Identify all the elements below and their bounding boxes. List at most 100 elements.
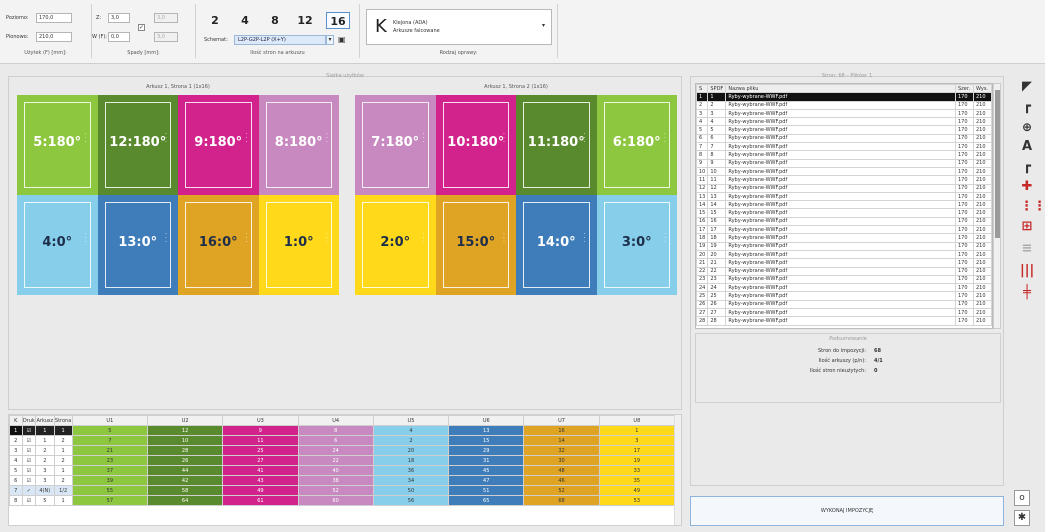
bleed-w-input[interactable]: 0,0: [108, 32, 130, 42]
files-column-header[interactable]: Nazwa pliku: [725, 84, 956, 94]
pages-16-button[interactable]: 16: [326, 12, 350, 29]
files-column-header[interactable]: SPDF: [707, 84, 727, 94]
page-tile[interactable]: 16:0° · · ·: [178, 195, 259, 295]
list-item[interactable]: 8 8 Ryby-wybrane-WWF.pdf 170 210: [696, 150, 992, 160]
settings-icon[interactable]: ✱: [1014, 510, 1030, 526]
list-item[interactable]: 2 2 Ryby-wybrane-WWF.pdf 170 210: [696, 100, 992, 110]
list-item[interactable]: 24 24 Ryby-wybrane-WWF.pdf 170 210: [696, 283, 992, 293]
table-row[interactable]: 7 ✓ 4(N) 1/2 55 58 49 52 50 51 52 49: [9, 485, 676, 496]
table-row[interactable]: 6 ☑ 3 2 39 42 43 38 34 47 46 35: [9, 475, 676, 486]
list-item[interactable]: 19 19 Ryby-wybrane-WWF.pdf 170 210: [696, 241, 992, 251]
table-cell[interactable]: ☑: [21, 455, 37, 466]
table-row[interactable]: 1 ☑ 1 1 5 12 9 8 4 13 16 1: [9, 425, 676, 436]
horizontal-input[interactable]: 170,0: [36, 13, 72, 23]
table-row[interactable]: 2 ☑ 1 2 7 10 11 6 2 15 14 3: [9, 435, 676, 446]
page-tile[interactable]: 10:180° · · ·: [435, 95, 516, 195]
vertical-input[interactable]: 210,0: [36, 32, 72, 42]
cut-mark-icon[interactable]: ✚: [1021, 179, 1033, 194]
list-item[interactable]: 26 26 Ryby-wybrane-WWF.pdf 170 210: [696, 299, 992, 310]
list-item[interactable]: 23 23 Ryby-wybrane-WWF.pdf 170 210: [696, 274, 992, 285]
split-icon[interactable]: ╪: [1023, 285, 1031, 300]
pages-2-button[interactable]: 2: [211, 14, 219, 27]
bleed-r-input[interactable]: 3,0: [154, 13, 178, 23]
files-column-header[interactable]: S: [696, 84, 709, 94]
page-tile[interactable]: 9:180° · · ·: [178, 95, 259, 195]
list-item[interactable]: 11 11 Ryby-wybrane-WWF.pdf 170 210: [696, 175, 992, 185]
list-item[interactable]: 18 18 Ryby-wybrane-WWF.pdf 170 210: [696, 233, 992, 243]
table-cell[interactable]: ☑: [21, 435, 37, 446]
column-split-icon[interactable]: ⋮⋮: [1020, 199, 1045, 214]
table-row[interactable]: 3 ☑ 2 1 21 28 25 24 20 29 32 17: [9, 445, 676, 456]
table-cell[interactable]: ☑: [21, 465, 37, 476]
table-cell: 27: [222, 455, 299, 466]
fold-mark-icon[interactable]: ┏: [1023, 159, 1031, 174]
list-item[interactable]: 28 28 Ryby-wybrane-WWF.pdf 170 210: [696, 316, 992, 326]
list-item[interactable]: 12 12 Ryby-wybrane-WWF.pdf 170 210: [696, 183, 992, 193]
page-tile[interactable]: 8:180° · · ·: [258, 95, 339, 195]
list-item[interactable]: 16 16 Ryby-wybrane-WWF.pdf 170 210: [696, 216, 992, 227]
list-item[interactable]: 13 13 Ryby-wybrane-WWF.pdf 170 210: [696, 191, 992, 202]
link-bleeds-checkbox[interactable]: ✓: [138, 24, 145, 31]
list-item[interactable]: 25 25 Ryby-wybrane-WWF.pdf 170 210: [696, 291, 992, 301]
page-tile[interactable]: 3:0° · · ·: [596, 195, 677, 295]
binding-select[interactable]: K Klejona (ADA) Arkusze falcowane ▾: [366, 9, 552, 45]
list-item[interactable]: 17 17 Ryby-wybrane-WWF.pdf 170 210: [696, 225, 992, 235]
page-tile[interactable]: 12:180° · · ·: [97, 95, 178, 195]
list-item[interactable]: 10 10 Ryby-wybrane-WWF.pdf 170 210: [696, 166, 992, 177]
page-tile[interactable]: 7:180° · · ·: [355, 95, 436, 195]
page-tile[interactable]: 14:0° · · ·: [516, 195, 597, 295]
table-cell[interactable]: ☑: [21, 475, 37, 486]
list-item[interactable]: 22 22 Ryby-wybrane-WWF.pdf 170 210: [696, 266, 992, 276]
list-item[interactable]: 4 4 Ryby-wybrane-WWF.pdf 170 210: [696, 117, 992, 127]
table-row[interactable]: 4 ☑ 2 2 23 26 27 22 18 31 30 19: [9, 455, 676, 466]
page-tile[interactable]: 13:0° · · ·: [97, 195, 178, 295]
page-tile[interactable]: 15:0° · · ·: [435, 195, 516, 295]
table-row[interactable]: 8 ☑ 5 1 57 64 61 60 56 65 68 53: [9, 495, 676, 506]
page-tile[interactable]: 4:0° · · ·: [17, 195, 98, 295]
bleed-z-input[interactable]: 3,0: [108, 13, 130, 23]
list-item[interactable]: 9 9 Ryby-wybrane-WWF.pdf 170 210: [696, 158, 992, 168]
list-item[interactable]: 3 3 Ryby-wybrane-WWF.pdf 170 210: [696, 108, 992, 119]
save-icon[interactable]: ▣: [338, 35, 346, 44]
list-item[interactable]: 20 20 Ryby-wybrane-WWF.pdf 170 210: [696, 249, 992, 260]
files-column-header[interactable]: Szer.: [955, 84, 974, 94]
lines-icon[interactable]: ≡: [1021, 241, 1033, 256]
pages-12-button[interactable]: 12: [297, 14, 313, 27]
table-cell[interactable]: ☑: [21, 425, 37, 436]
list-item[interactable]: 27 27 Ryby-wybrane-WWF.pdf 170 210: [696, 307, 992, 318]
grid-icon[interactable]: ⊞: [1021, 219, 1033, 234]
table-cell: 29: [448, 445, 525, 456]
page-tile[interactable]: 5:180° · · ·: [17, 95, 98, 195]
list-item[interactable]: 15 15 Ryby-wybrane-WWF.pdf 170 210: [696, 208, 992, 218]
table-row[interactable]: 5 ☑ 3 1 37 44 41 40 36 45 48 33: [9, 465, 676, 476]
text-icon[interactable]: A: [1021, 139, 1033, 154]
table-cell[interactable]: ✓: [21, 485, 37, 496]
bars-icon[interactable]: |||: [1020, 263, 1035, 278]
list-item[interactable]: 14 14 Ryby-wybrane-WWF.pdf 170 210: [696, 200, 992, 210]
page-tile[interactable]: 11:180° · · ·: [516, 95, 597, 195]
pages-4-button[interactable]: 4: [241, 14, 249, 27]
chevron-down-icon[interactable]: ▾: [326, 35, 334, 45]
table-cell[interactable]: ☑: [21, 445, 37, 456]
files-scrollbar-thumb[interactable]: [995, 90, 1000, 238]
list-item[interactable]: 21 21 Ryby-wybrane-WWF.pdf 170 210: [696, 258, 992, 268]
corner-mark-icon[interactable]: ◤: [1022, 79, 1032, 94]
corner-mark-small-icon[interactable]: ┏: [1023, 99, 1031, 114]
pages-8-button[interactable]: 8: [271, 14, 279, 27]
table-scrollbar[interactable]: [674, 415, 681, 525]
page-tile[interactable]: 1:0° · · ·: [258, 195, 339, 295]
list-item[interactable]: 1 1 Ryby-wybrane-WWF.pdf 170 210: [696, 92, 992, 102]
list-item[interactable]: 6 6 Ryby-wybrane-WWF.pdf 170 210: [696, 133, 992, 144]
bleed-d-input[interactable]: 3,0: [154, 32, 178, 42]
files-scrollbar[interactable]: [993, 83, 1001, 329]
schema-select[interactable]: L2P-G2P-L2P (X+Y): [234, 35, 326, 45]
files-column-header[interactable]: Wys.: [973, 84, 992, 94]
table-cell[interactable]: ☑: [21, 495, 37, 506]
page-tile[interactable]: 2:0° · · ·: [355, 195, 436, 295]
page-tile[interactable]: 6:180° · · ·: [596, 95, 677, 195]
list-item[interactable]: 5 5 Ryby-wybrane-WWF.pdf 170 210: [696, 125, 992, 135]
list-item[interactable]: 7 7 Ryby-wybrane-WWF.pdf 170 210: [696, 142, 992, 152]
info-icon[interactable]: o: [1014, 490, 1030, 506]
crosshair-icon[interactable]: ⊕: [1021, 120, 1033, 134]
execute-imposition-button[interactable]: WYKONAJ IMPOZYCJĘ: [690, 496, 1004, 526]
